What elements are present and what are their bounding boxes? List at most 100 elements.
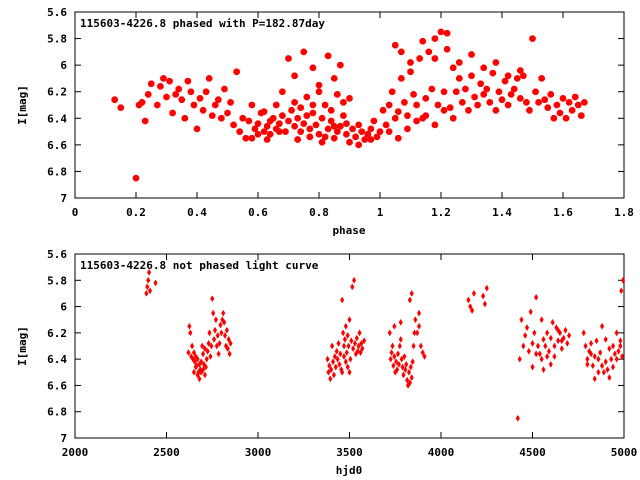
raw-x-axis-label: hjd0	[336, 464, 363, 477]
phased-data-point	[315, 88, 323, 95]
raw-data-point	[480, 292, 486, 300]
phased-data-point	[288, 107, 295, 114]
raw-data-point	[214, 342, 219, 350]
phased-x-tick-label: 1.2	[431, 206, 451, 219]
phased-data-point	[254, 120, 262, 127]
phased-data-point	[117, 104, 125, 111]
phased-data-point	[410, 91, 417, 98]
phased-data-point	[233, 68, 240, 76]
phased-data-point	[507, 91, 515, 98]
phased-data-point	[440, 107, 448, 114]
raw-data-point	[187, 322, 192, 330]
raw-data-points	[144, 268, 626, 422]
raw-data-point	[344, 349, 349, 357]
phased-data-point	[141, 117, 149, 125]
phased-data-point	[144, 91, 152, 98]
raw-x-tick-label: 5000	[611, 446, 638, 459]
raw-data-point	[471, 289, 477, 297]
phased-data-point	[294, 136, 301, 143]
raw-data-point	[360, 345, 365, 353]
phased-data-point	[160, 75, 167, 82]
phased-data-point	[218, 115, 225, 122]
phased-data-point	[181, 115, 189, 122]
raw-data-point	[422, 353, 427, 361]
phased-data-point	[111, 96, 118, 103]
raw-data-point	[195, 355, 200, 363]
raw-data-point	[338, 350, 343, 358]
phased-data-point	[391, 115, 399, 122]
phased-axis-ticks: 0 0.2 0.4 0.6 0.8 1 1.2 1.4 1.6 1.8 5.6 5.8 6 6.2 6.4 6…	[47, 6, 634, 219]
raw-data-point	[191, 349, 197, 357]
raw-data-point	[620, 276, 626, 284]
phased-data-point	[221, 85, 228, 93]
phased-data-point	[465, 107, 472, 114]
phased-x-tick-label: 1	[377, 206, 384, 219]
raw-data-point	[541, 366, 546, 374]
phased-data-point	[416, 55, 423, 62]
raw-data-point	[153, 279, 158, 287]
phased-data-point	[212, 101, 219, 109]
phased-data-point	[309, 101, 317, 109]
phased-data-point	[373, 133, 381, 141]
phased-data-point	[266, 117, 274, 125]
raw-data-point	[530, 363, 535, 371]
raw-data-point	[543, 342, 548, 350]
phased-data-point	[132, 174, 140, 182]
raw-data-point	[341, 353, 347, 361]
raw-data-point	[336, 339, 341, 347]
raw-data-point	[225, 345, 230, 353]
raw-data-point	[418, 342, 423, 350]
phased-data-point	[562, 115, 570, 122]
raw-data-point	[215, 331, 220, 339]
raw-data-point	[539, 316, 544, 324]
raw-data-point	[346, 342, 351, 350]
raw-data-point	[523, 331, 528, 339]
raw-data-point	[333, 363, 338, 371]
raw-y-tick-label: 5.8	[47, 274, 67, 287]
raw-data-point	[221, 309, 226, 317]
raw-data-point	[405, 376, 410, 384]
phased-chart-title: 115603-4226.8 phased with P=182.87day	[80, 17, 325, 30]
phased-data-point	[401, 99, 408, 106]
phased-data-point	[266, 130, 274, 138]
raw-data-point	[395, 350, 401, 358]
raw-data-point	[340, 296, 345, 304]
phased-data-point	[202, 88, 210, 95]
raw-data-point	[193, 363, 198, 371]
raw-data-point	[416, 322, 422, 330]
phased-data-point	[327, 107, 335, 114]
phased-data-point	[343, 120, 350, 127]
raw-data-point	[620, 353, 625, 361]
raw-data-point	[612, 350, 617, 358]
phased-data-point	[523, 99, 530, 106]
raw-data-point	[599, 322, 605, 330]
raw-data-point	[144, 289, 149, 297]
phased-data-point	[398, 48, 405, 56]
raw-data-point	[347, 368, 352, 376]
phased-data-point	[559, 95, 567, 102]
phased-data-point	[526, 107, 533, 114]
phased-data-point	[452, 88, 460, 95]
phased-data-point	[349, 125, 356, 133]
phased-data-point	[330, 123, 338, 130]
raw-data-point	[618, 342, 623, 350]
raw-data-point	[552, 342, 557, 350]
phased-data-point	[330, 134, 338, 142]
phased-data-point	[245, 117, 253, 125]
raw-data-point	[391, 362, 396, 370]
phased-data-point	[321, 101, 329, 109]
raw-data-point	[212, 326, 218, 334]
phased-data-point	[480, 64, 487, 72]
phased-y-tick-label: 7	[60, 192, 67, 205]
raw-data-point	[330, 342, 335, 350]
raw-data-point	[343, 358, 348, 366]
phased-data-point	[291, 123, 298, 130]
raw-data-point	[328, 375, 333, 383]
raw-data-point	[614, 329, 619, 337]
raw-y-tick-label: 6.6	[47, 379, 67, 392]
phased-data-point	[419, 37, 426, 45]
phased-data-point	[147, 80, 155, 87]
raw-data-point	[228, 339, 233, 347]
phased-data-point	[337, 61, 344, 69]
raw-data-point	[222, 331, 228, 339]
